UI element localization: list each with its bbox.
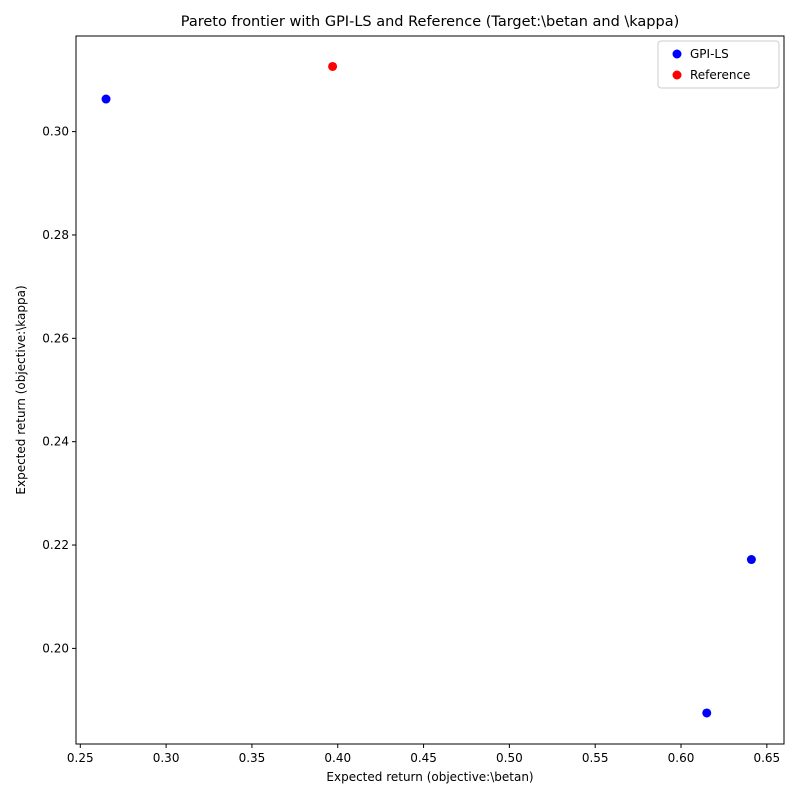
chart-title: Pareto frontier with GPI-LS and Referenc… <box>181 14 680 30</box>
x-tick-label: 0.30 <box>153 751 180 765</box>
y-tick-label: 0.20 <box>42 641 69 655</box>
x-tick-label: 0.50 <box>496 751 523 765</box>
data-point-gpi-ls <box>101 94 111 104</box>
legend-label-reference: Reference <box>690 68 750 82</box>
x-tick-label: 0.45 <box>410 751 437 765</box>
x-axis-label: Expected return (objective:\betan) <box>326 770 533 784</box>
data-point-gpi-ls <box>702 708 712 718</box>
x-axis: 0.25 0.30 0.35 0.40 0.45 0.50 0.55 0.60 0.65 <box>67 744 780 765</box>
y-axis: 0.20 0.22 0.24 0.26 0.28 0.30 <box>42 125 76 655</box>
legend-marker-gpi-ls <box>672 49 682 59</box>
y-tick-label: 0.22 <box>42 538 69 552</box>
y-tick-label: 0.28 <box>42 228 69 242</box>
data-point-gpi-ls <box>746 555 756 565</box>
y-axis-label: Expected return (objective:\kappa) <box>14 285 28 494</box>
data-points <box>101 61 756 718</box>
legend-label-gpi-ls: GPI-LS <box>690 47 729 61</box>
legend-box <box>657 40 780 89</box>
x-tick-label: 0.65 <box>753 751 780 765</box>
legend: GPI-LS Reference <box>657 40 780 89</box>
y-tick-label: 0.26 <box>42 331 69 345</box>
x-tick-label: 0.35 <box>239 751 266 765</box>
x-tick-label: 0.55 <box>582 751 609 765</box>
y-tick-label: 0.24 <box>42 435 69 449</box>
x-tick-label: 0.40 <box>324 751 351 765</box>
data-point-reference <box>328 61 338 71</box>
plot-area-frame <box>75 35 785 745</box>
legend-marker-reference <box>672 70 682 80</box>
y-tick-label: 0.30 <box>42 125 69 139</box>
x-tick-label: 0.60 <box>668 751 695 765</box>
x-tick-label: 0.25 <box>67 751 94 765</box>
